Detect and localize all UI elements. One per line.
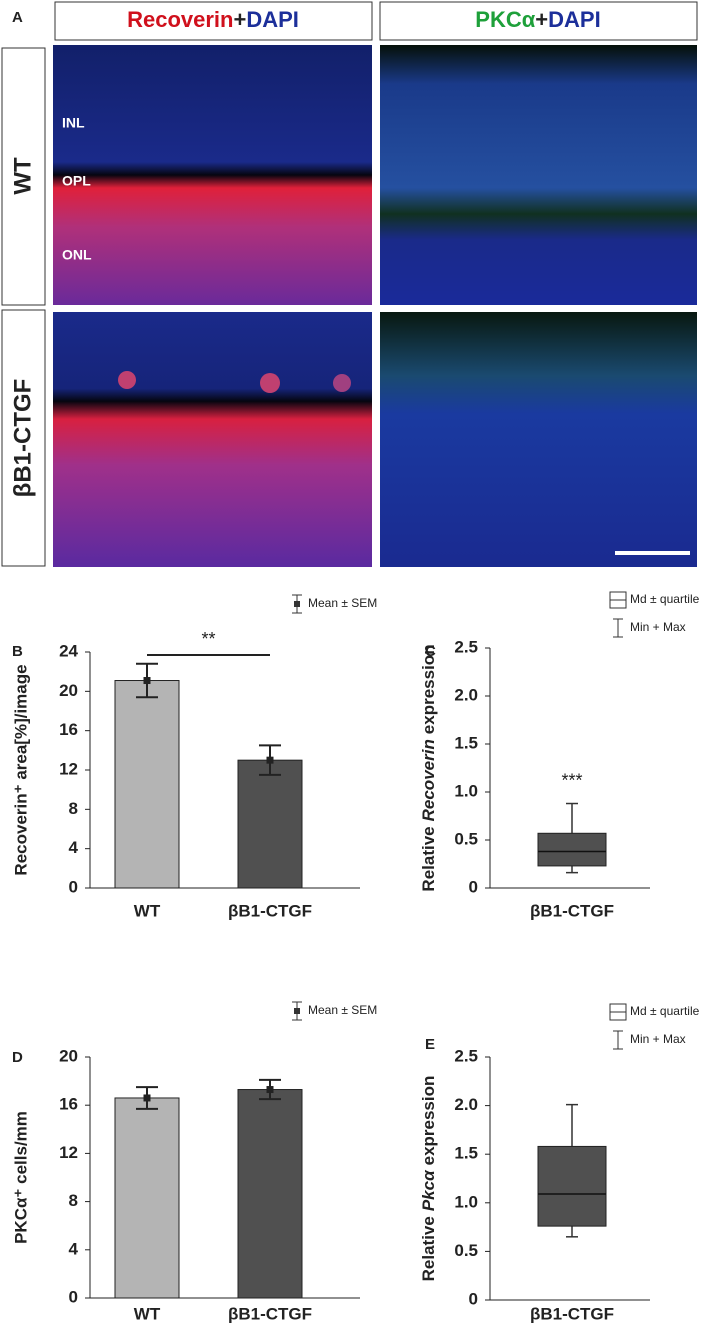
legend-text: Min + Max bbox=[630, 620, 686, 634]
y-label-part: Recoverin bbox=[419, 739, 438, 821]
y-tick-label: 2.5 bbox=[454, 637, 478, 656]
column-header bbox=[379, 1, 698, 41]
title-part: + bbox=[233, 7, 246, 32]
y-tick-label: 0 bbox=[69, 1287, 78, 1306]
bar bbox=[114, 1097, 180, 1299]
x-tick-label: βB1-CTGF bbox=[228, 901, 312, 920]
bar bbox=[237, 759, 303, 889]
legend-icon bbox=[294, 601, 300, 607]
y-tick-label: 4 bbox=[69, 1239, 79, 1258]
y-tick-label: 16 bbox=[59, 720, 78, 739]
micrograph bbox=[53, 312, 372, 567]
y-tick-label: 1.0 bbox=[454, 781, 478, 800]
y-tick-label: 24 bbox=[59, 641, 78, 660]
column-title: Recoverin+DAPI bbox=[127, 7, 299, 32]
box bbox=[537, 832, 607, 867]
y-tick-label: 20 bbox=[59, 1046, 78, 1065]
y-tick-label: 1.0 bbox=[454, 1192, 478, 1211]
mean-marker bbox=[266, 756, 274, 764]
box bbox=[537, 1145, 607, 1227]
panel-label: D bbox=[12, 1049, 23, 1066]
cell bbox=[333, 374, 351, 392]
y-tick-label: 0 bbox=[469, 877, 478, 896]
micrograph bbox=[380, 312, 697, 567]
y-tick-label: 0 bbox=[69, 877, 78, 896]
layer-label: ONL bbox=[62, 247, 92, 263]
y-label-part: Pkcα bbox=[419, 1169, 438, 1211]
micrograph bbox=[380, 45, 697, 305]
x-tick-label: WT bbox=[134, 1304, 161, 1323]
panel-label: C bbox=[425, 643, 436, 660]
legend-text: Mean ± SEM bbox=[308, 1003, 377, 1017]
y-axis-label: Recoverin⁺ area[%]/image bbox=[11, 664, 30, 875]
y-tick-label: 2.5 bbox=[454, 1046, 478, 1065]
column-title: PKCα+DAPI bbox=[475, 7, 600, 32]
title-part: Recoverin bbox=[127, 7, 233, 32]
mean-marker bbox=[143, 1094, 151, 1102]
column-header bbox=[54, 1, 373, 41]
y-tick-label: 16 bbox=[59, 1095, 78, 1114]
title-part: DAPI bbox=[246, 7, 299, 32]
row-label: WT bbox=[9, 157, 36, 195]
row-label: βB1-CTGF bbox=[9, 379, 36, 498]
y-tick-label: 2.0 bbox=[454, 1095, 478, 1114]
title-part: + bbox=[535, 7, 548, 32]
y-tick-label: 2.0 bbox=[454, 685, 478, 704]
cell bbox=[118, 371, 136, 389]
bar bbox=[114, 680, 180, 889]
panel-label: A bbox=[12, 9, 23, 26]
legend-icon bbox=[613, 618, 623, 638]
bar bbox=[237, 1089, 303, 1299]
y-tick-label: 0.5 bbox=[454, 1241, 478, 1260]
row-header bbox=[1, 309, 46, 567]
panel-label: E bbox=[425, 1036, 435, 1053]
significance: *** bbox=[561, 770, 582, 790]
y-axis-label: PKCα⁺ cells/mm bbox=[11, 1111, 30, 1244]
mean-marker bbox=[143, 677, 151, 685]
title-part: PKCα bbox=[475, 7, 535, 32]
legend-text: Md ± quartile bbox=[630, 592, 700, 606]
panel-label: B bbox=[12, 643, 23, 660]
y-label-part: Relative bbox=[419, 1216, 438, 1281]
y-axis-label: Relative Recoverin expression bbox=[419, 644, 438, 891]
title-part: DAPI bbox=[548, 7, 601, 32]
legend-icon bbox=[613, 1030, 623, 1050]
y-tick-label: 12 bbox=[59, 1143, 78, 1162]
row-header bbox=[1, 47, 46, 306]
cell bbox=[260, 373, 280, 393]
y-tick-label: 1.5 bbox=[454, 1144, 478, 1163]
layer-label: INL bbox=[62, 115, 85, 131]
y-tick-label: 20 bbox=[59, 681, 78, 700]
y-tick-label: 4 bbox=[69, 838, 79, 857]
x-tick-label: βB1-CTGF bbox=[228, 1304, 312, 1323]
x-tick-label: βB1-CTGF bbox=[530, 1304, 614, 1323]
legend-text: Md ± quartile bbox=[630, 1004, 700, 1018]
y-tick-label: 12 bbox=[59, 759, 78, 778]
y-tick-label: 1.5 bbox=[454, 733, 478, 752]
legend-text: Min + Max bbox=[630, 1032, 686, 1046]
legend-text: Mean ± SEM bbox=[308, 596, 377, 610]
y-tick-label: 8 bbox=[69, 799, 78, 818]
legend-icon bbox=[294, 1008, 300, 1014]
micrograph bbox=[53, 45, 372, 305]
y-tick-label: 0 bbox=[469, 1289, 478, 1308]
y-axis-label: Relative Pkcα expression bbox=[419, 1076, 438, 1282]
significance: ** bbox=[201, 629, 215, 649]
layer-label: OPL bbox=[62, 173, 91, 189]
x-tick-label: βB1-CTGF bbox=[530, 901, 614, 920]
panel-a: A Recoverin+DAPI PKCα+DAPI WT βB1-CTGF I… bbox=[1, 1, 698, 567]
mean-marker bbox=[266, 1086, 274, 1094]
y-tick-label: 0.5 bbox=[454, 829, 478, 848]
y-label-part: expression bbox=[419, 644, 438, 734]
x-tick-label: WT bbox=[134, 901, 161, 920]
y-tick-label: 8 bbox=[69, 1191, 78, 1210]
y-label-part: Relative bbox=[419, 826, 438, 891]
y-label-part: expression bbox=[419, 1076, 438, 1166]
